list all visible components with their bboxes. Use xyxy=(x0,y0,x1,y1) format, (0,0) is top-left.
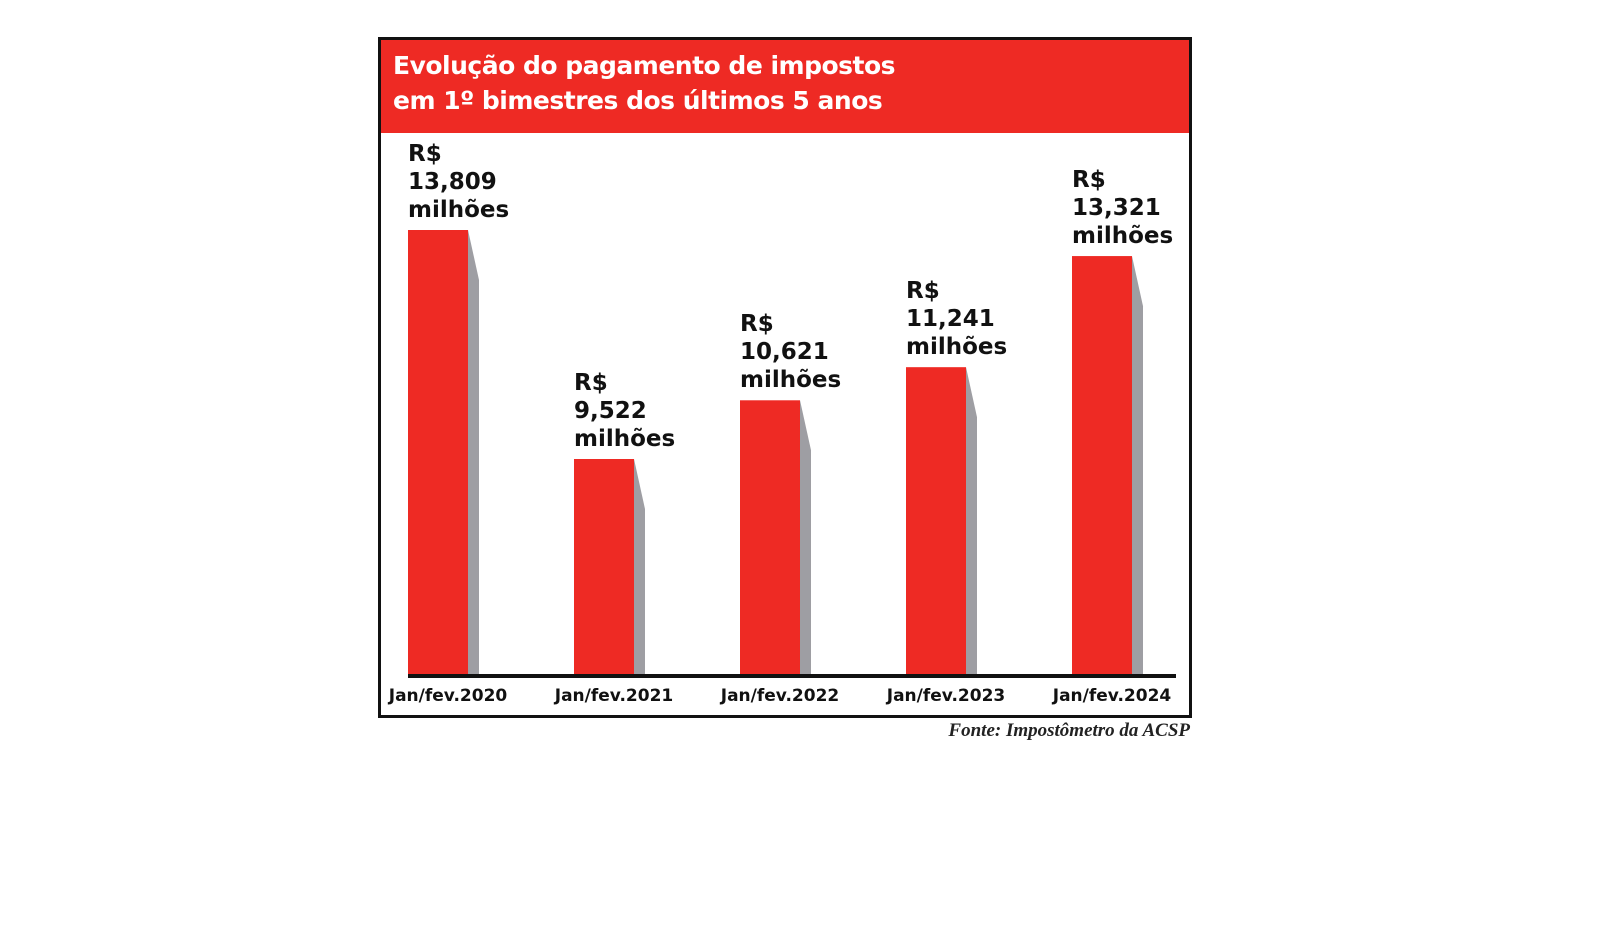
x-tick-label: Jan/fev.2020 xyxy=(388,686,508,706)
bar xyxy=(574,459,634,674)
value-label: R$ 13,321 milhões xyxy=(1072,167,1174,250)
bar-shadow xyxy=(966,367,977,674)
value-label: R$ 13,809 milhões xyxy=(408,141,510,223)
x-tick-label: Jan/fev.2022 xyxy=(720,686,840,706)
chart-frame: Evolução do pagamento de impostos em 1º … xyxy=(378,37,1192,718)
bar xyxy=(906,367,966,674)
value-label: R$ 10,621 milhões xyxy=(740,311,842,394)
value-label: R$ 11,241 milhões xyxy=(906,278,1008,361)
bar xyxy=(740,400,800,674)
chart-header: Evolução do pagamento de impostos em 1º … xyxy=(381,40,1189,133)
x-tick-label: Jan/fev.2024 xyxy=(1052,686,1172,706)
x-tick-label: Jan/fev.2021 xyxy=(554,686,674,706)
bar-shadow xyxy=(1132,256,1143,674)
chart-title: Evolução do pagamento de impostos em 1º … xyxy=(393,51,896,115)
bar xyxy=(408,230,468,674)
bar-shadow xyxy=(634,459,645,674)
bar-shadow xyxy=(468,230,479,674)
x-tick-label: Jan/fev.2023 xyxy=(886,686,1006,706)
value-label: R$ 9,522 milhões xyxy=(574,370,676,452)
source-note: Fonte: Impostômetro da ACSP xyxy=(948,720,1190,741)
bar-shadow xyxy=(800,400,811,674)
bar xyxy=(1072,256,1132,674)
